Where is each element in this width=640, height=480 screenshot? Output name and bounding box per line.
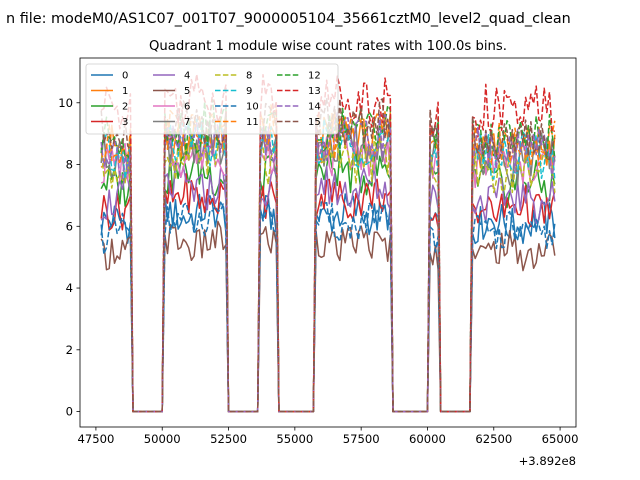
legend-label-13: 13 xyxy=(308,86,321,97)
x-tick-label: 47500 xyxy=(77,432,114,446)
y-tick-label: 10 xyxy=(58,96,73,110)
x-tick-label: 55000 xyxy=(276,432,313,446)
y-tick-label: 6 xyxy=(66,219,73,233)
legend-label-4: 4 xyxy=(184,71,190,82)
y-tick-label: 2 xyxy=(66,343,73,357)
legend-box xyxy=(85,63,339,135)
legend-label-14: 14 xyxy=(308,102,321,113)
legend-label-6: 6 xyxy=(184,102,190,113)
legend-label-7: 7 xyxy=(184,117,190,128)
x-tick-label: 57500 xyxy=(343,432,380,446)
series-line-14 xyxy=(100,111,556,413)
legend-label-5: 5 xyxy=(184,86,190,97)
legend-label-9: 9 xyxy=(246,86,252,97)
x-tick-label: 65000 xyxy=(542,432,579,446)
x-tick-label: 52500 xyxy=(210,432,247,446)
legend-label-12: 12 xyxy=(308,71,321,82)
legend-label-11: 11 xyxy=(246,117,259,128)
y-tick-label: 0 xyxy=(66,405,73,419)
axes-title: Quadrant 1 module wise count rates with … xyxy=(149,39,507,54)
legend-label-1: 1 xyxy=(122,86,128,97)
series-line-0 xyxy=(100,192,556,413)
legend-label-15: 15 xyxy=(308,117,321,128)
legend-label-0: 0 xyxy=(122,71,128,82)
series-line-5 xyxy=(100,220,556,413)
legend-label-3: 3 xyxy=(122,117,128,128)
series-line-8 xyxy=(100,133,556,413)
figure-suptitle: n file: modeM0/AS1C07_001T07_9000005104_… xyxy=(6,11,571,27)
y-tick-label: 4 xyxy=(66,281,73,295)
x-tick-label: 62500 xyxy=(475,432,512,446)
legend-label-2: 2 xyxy=(122,102,128,113)
series-line-7 xyxy=(100,119,556,413)
series-line-4 xyxy=(100,162,556,413)
legend-label-10: 10 xyxy=(246,102,259,113)
tick-layer: 47500 50000 52500 55000 57500 60000 62500 65000… xyxy=(58,96,578,446)
x-tick-label: 50000 xyxy=(144,432,181,446)
x-offset-label: +3.892e8 xyxy=(519,454,576,468)
x-tick-label: 60000 xyxy=(409,432,446,446)
series-line-10 xyxy=(100,201,556,413)
y-tick-label: 8 xyxy=(66,158,73,172)
legend-label-8: 8 xyxy=(246,71,252,82)
axes-frame xyxy=(79,57,577,428)
